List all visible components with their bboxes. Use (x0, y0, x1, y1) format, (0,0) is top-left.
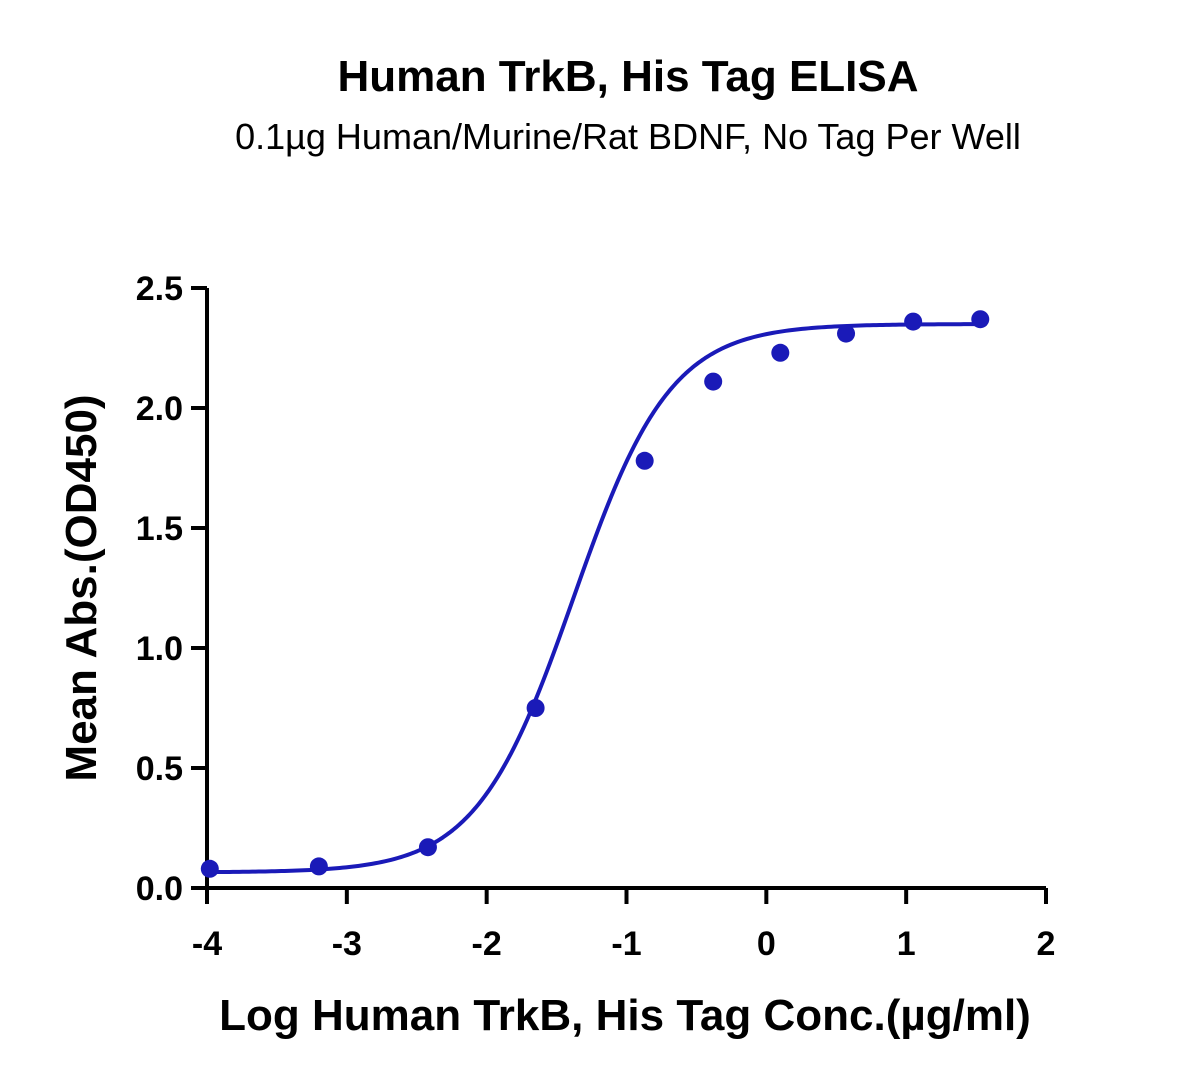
data-point (837, 324, 856, 343)
y-tick-label: 0.5 (136, 750, 183, 788)
data-point (418, 838, 437, 857)
data-point (309, 857, 328, 876)
y-axis-title: Mean Abs.(OD450) (57, 394, 106, 781)
data-point (771, 343, 790, 362)
y-tick-label: 0.0 (136, 870, 183, 908)
x-tick-label: 0 (757, 925, 776, 963)
chart-title: Human TrkB, His Tag ELISA (337, 52, 919, 101)
y-tick-label: 2.0 (136, 390, 183, 428)
fit-curve (205, 322, 986, 875)
x-tick-label: 2 (1037, 925, 1056, 963)
data-point (200, 859, 219, 878)
x-tick-label: -3 (332, 925, 362, 963)
y-tick-label: 1.5 (136, 510, 183, 548)
x-axis-title: Log Human TrkB, His Tag Conc.(µg/ml) (219, 991, 1031, 1040)
data-point (526, 699, 545, 717)
chart-subtitle: 0.1µg Human/Murine/Rat BDNF, No Tag Per … (235, 116, 1021, 157)
y-tick-label: 1.0 (136, 630, 183, 668)
x-tick-label: -1 (611, 925, 641, 963)
x-tick-label: -2 (472, 925, 502, 963)
y-tick-label: 2.5 (136, 270, 183, 308)
data-point (635, 451, 654, 470)
data-point (971, 310, 990, 329)
x-tick-label: -4 (192, 925, 222, 963)
data-point (704, 372, 723, 391)
data-point (904, 312, 923, 331)
x-tick-label: 1 (897, 925, 916, 963)
